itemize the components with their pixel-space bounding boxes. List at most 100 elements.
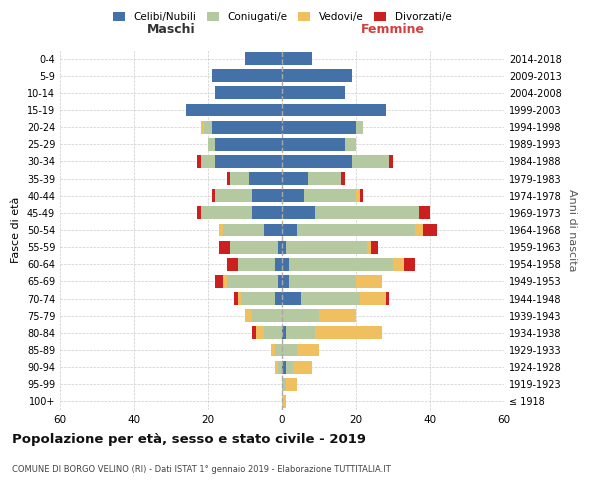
Bar [308,172,341,185]
Bar [204,120,212,134]
Bar [289,275,356,288]
Bar [356,120,364,134]
Bar [212,120,282,134]
Bar [422,224,437,236]
Bar [356,275,382,288]
Bar [227,172,230,185]
Bar [215,155,282,168]
Bar [234,292,238,305]
Bar [393,258,404,270]
Text: Maschi: Maschi [146,24,196,36]
Bar [367,240,371,254]
Bar [282,378,286,390]
Bar [356,190,360,202]
Text: COMUNE DI BORGO VELINO (RI) - Dati ISTAT 1° gennaio 2019 - Elaborazione TUTTITAL: COMUNE DI BORGO VELINO (RI) - Dati ISTAT… [12,465,391,474]
Bar [278,240,282,254]
Bar [278,360,282,374]
Bar [282,52,311,65]
Bar [197,155,200,168]
Bar [253,310,282,322]
Legend: Celibi/Nubili, Coniugati/e, Vedovi/e, Divorzati/e: Celibi/Nubili, Coniugati/e, Vedovi/e, Di… [109,8,455,26]
Bar [253,206,282,220]
Bar [245,52,282,65]
Bar [282,360,286,374]
Bar [297,344,319,356]
Bar [230,172,249,185]
Bar [238,292,241,305]
Bar [275,292,282,305]
Bar [282,240,286,254]
Bar [249,172,282,185]
Bar [200,155,215,168]
Bar [215,190,253,202]
Bar [289,258,393,270]
Bar [282,86,345,100]
Bar [275,344,282,356]
Bar [282,138,345,150]
Bar [282,344,297,356]
Bar [271,344,275,356]
Bar [238,258,275,270]
Bar [297,224,415,236]
Bar [219,224,223,236]
Bar [371,240,378,254]
Bar [304,190,356,202]
Bar [227,275,278,288]
Bar [215,275,223,288]
Bar [275,360,278,374]
Bar [282,172,308,185]
Bar [301,292,360,305]
Bar [282,120,356,134]
Bar [282,395,286,408]
Bar [241,292,275,305]
Bar [275,258,282,270]
Bar [389,155,393,168]
Bar [341,172,345,185]
Y-axis label: Fasce di età: Fasce di età [11,197,21,263]
Bar [286,326,316,340]
Bar [256,326,263,340]
Bar [293,360,311,374]
Bar [230,240,278,254]
Bar [215,86,282,100]
Bar [282,190,304,202]
Bar [419,206,430,220]
Bar [352,155,389,168]
Y-axis label: Anni di nascita: Anni di nascita [567,188,577,271]
Bar [316,206,419,220]
Bar [282,275,289,288]
Text: Femmine: Femmine [361,24,425,36]
Bar [223,275,227,288]
Bar [263,224,282,236]
Bar [282,155,352,168]
Bar [286,240,367,254]
Bar [278,275,282,288]
Bar [245,310,253,322]
Bar [415,224,422,236]
Bar [360,190,364,202]
Bar [282,206,316,220]
Bar [282,258,289,270]
Bar [386,292,389,305]
Bar [253,326,256,340]
Bar [360,292,386,305]
Bar [200,120,204,134]
Bar [215,138,282,150]
Bar [316,326,382,340]
Bar [212,70,282,82]
Bar [282,326,286,340]
Bar [319,310,356,322]
Bar [253,190,282,202]
Bar [212,190,215,202]
Bar [404,258,415,270]
Bar [282,70,352,82]
Bar [345,138,356,150]
Bar [282,310,319,322]
Bar [227,258,238,270]
Text: Popolazione per età, sesso e stato civile - 2019: Popolazione per età, sesso e stato civil… [12,432,366,446]
Bar [263,326,282,340]
Bar [219,240,230,254]
Bar [197,206,200,220]
Bar [200,206,253,220]
Bar [286,360,293,374]
